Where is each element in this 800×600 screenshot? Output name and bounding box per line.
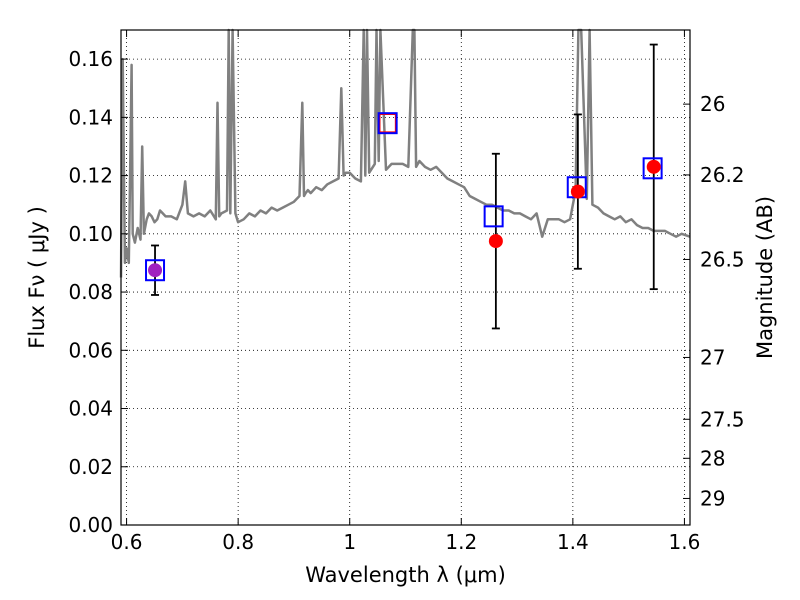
y-tick-label: 0.16: [68, 47, 113, 71]
y2-tick-label: 26: [700, 92, 725, 116]
y2-tick-label: 28: [700, 446, 725, 470]
y2-axis-title: Magnitude (AB): [753, 196, 777, 359]
y-tick-label: 0.10: [68, 222, 113, 246]
y2-tick-label: 27: [700, 345, 725, 369]
model-point: [377, 112, 398, 135]
y-tick-labels: 0.00 0.02 0.04 0.06 0.08 0.10 0.12 0.14 0.16: [68, 47, 113, 537]
x-tick-labels: 0.6 0.8 1 1.2 1.4 1.6: [111, 530, 701, 554]
ticks: [121, 30, 690, 526]
y-tick-label: 0.06: [68, 338, 113, 362]
y-axis-title: Flux Fν ( μJy ): [25, 206, 49, 349]
observed-point: [646, 159, 661, 174]
y-tick-label: 0.04: [68, 397, 113, 421]
x-axis-title: Wavelength λ (μm): [305, 563, 506, 587]
y-tick-label: 0.00: [68, 513, 113, 537]
model-point: [145, 259, 166, 282]
x-tick-label: 1.6: [669, 530, 701, 554]
x-tick-label: 1: [343, 530, 356, 554]
x-tick-label: 1.4: [557, 530, 589, 554]
y2-tick-label: 27.5: [700, 407, 745, 431]
y2-tick-label: 29: [700, 486, 725, 510]
x-tick-label: 1.2: [445, 530, 477, 554]
observed-point: [570, 184, 585, 199]
x-tick-label: 0.6: [111, 530, 143, 554]
marker-layer: [145, 112, 663, 282]
y-tick-label: 0.08: [68, 280, 113, 304]
model-point: [642, 157, 663, 180]
y2-tick-labels: 26 26.2 26.5 27 27.5 28 29: [700, 92, 745, 510]
x-tick-label: 0.8: [222, 530, 254, 554]
y-tick-label: 0.12: [68, 164, 113, 188]
y2-tick-label: 26.2: [700, 163, 745, 187]
plot-frame: [120, 29, 691, 526]
observed-point: [148, 263, 163, 278]
y-tick-label: 0.14: [68, 105, 113, 129]
observed-point: [488, 234, 503, 249]
y2-tick-label: 26.5: [700, 247, 745, 271]
y-tick-label: 0.02: [68, 455, 113, 479]
model-point: [483, 205, 504, 228]
